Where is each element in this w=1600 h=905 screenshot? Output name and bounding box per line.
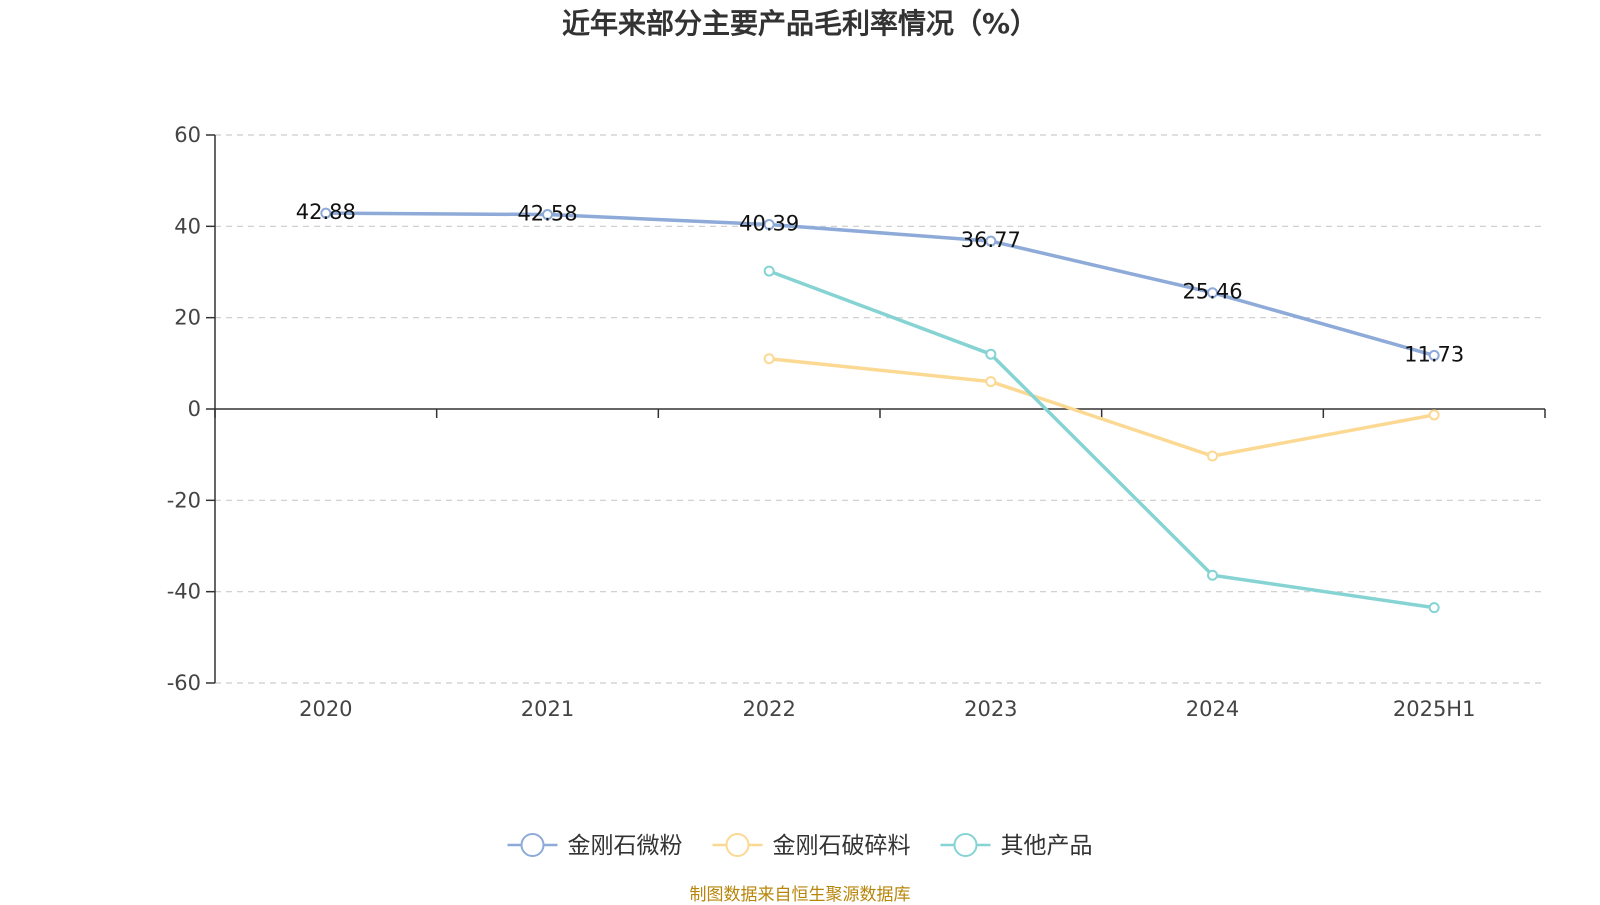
series-line-0 [324,211,1436,358]
legend-marker [725,833,750,857]
y-tick-label: -20 [167,488,201,512]
legend-label: 金刚石破碎料 [773,833,911,859]
data-point [1207,287,1218,299]
legend-marker [953,833,978,857]
x-tick-label: 2023 [964,697,1017,721]
legend-item-1[interactable]: 金刚石破碎料 [712,833,911,859]
data-point [1207,569,1218,581]
chart-title: 近年来部分主要产品毛利率情况（%） [561,7,1039,40]
legend-item-2[interactable]: 其他产品 [940,833,1093,859]
data-label: 40.39 [739,212,799,236]
data-point [1428,602,1440,614]
y-tick-label: 0 [188,397,201,421]
series-lines [320,207,1440,614]
y-tick-label: 40 [174,214,201,238]
grid-lines [215,134,1545,684]
data-point [1428,409,1440,421]
legend-label: 金刚石微粉 [568,833,683,859]
data-point [1207,450,1218,462]
legend[interactable]: 金刚石微粉 金刚石破碎料 其他产品 [507,833,1093,859]
data-labels: 42.88 42.58 40.39 36.77 25.46 11.73 [296,200,1464,366]
y-tick-label: -40 [167,580,201,604]
data-point [763,353,775,365]
data-point [763,265,775,277]
legend-marker [520,833,545,857]
data-point [1428,349,1440,361]
x-tick-label: 2025H1 [1393,697,1476,721]
data-point [763,219,775,231]
x-tick-label: 2024 [1186,697,1239,721]
data-label: 36.77 [961,228,1021,252]
y-tick-label: 20 [174,306,201,330]
source-note: 制图数据来自恒生聚源数据库 [689,885,911,905]
data-point [320,207,332,219]
legend-label: 其他产品 [1001,833,1093,859]
data-point [985,376,997,388]
data-point [542,209,553,221]
y-tick-label: 60 [174,123,201,147]
legend-item-0[interactable]: 金刚石微粉 [507,833,683,859]
data-label: 25.46 [1182,280,1242,304]
data-point [985,348,997,360]
data-label: 42.88 [296,200,356,224]
data-label: 11.73 [1404,342,1464,366]
y-tick-label: -60 [167,671,201,695]
x-tick-label: 2022 [742,697,795,721]
axes: 60 40 20 0 -20 -40 -60 2020 2021 2022 2023 2024 2025… [167,123,1546,721]
x-tick-label: 2020 [299,697,352,721]
series-line-1 [767,357,1436,458]
data-point [985,235,997,247]
x-tick-label: 2021 [521,697,574,721]
data-label: 42.58 [517,202,577,226]
series-line-2 [767,269,1436,610]
